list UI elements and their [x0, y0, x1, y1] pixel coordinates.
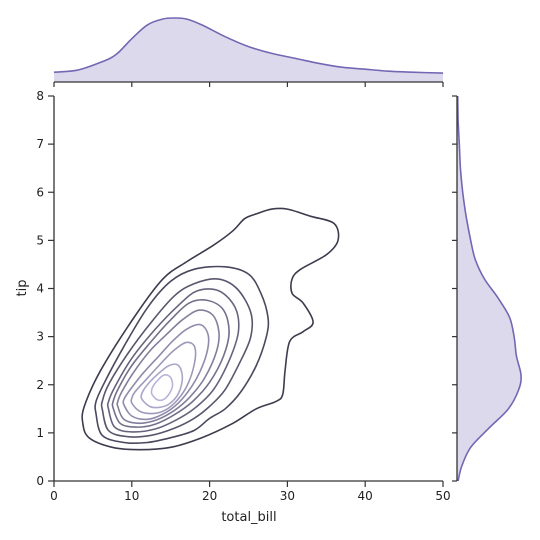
- y-tick-label-7: 7: [36, 137, 44, 151]
- marginal-y-fill: [457, 96, 522, 481]
- x-axis-label: total_bill: [221, 510, 276, 525]
- contour-level-8: [130, 341, 197, 415]
- contour-level-2: [94, 265, 270, 445]
- axes: 0 10 20 30 40 50 0 1 2 3 4 5 6 7 8: [36, 89, 450, 503]
- contour-level-7: [122, 323, 210, 421]
- contour-level-10: [150, 374, 174, 402]
- y-tick-label-0: 0: [36, 474, 44, 488]
- contour-level-1: [81, 207, 340, 451]
- x-tick-label-50: 50: [435, 489, 450, 503]
- x-tick-label-10: 10: [124, 489, 139, 503]
- marginal-x-line: [53, 17, 444, 74]
- marginal-x-fill: [54, 17, 443, 82]
- contour-level-5: [111, 299, 230, 428]
- marginal-y-line: [456, 95, 522, 482]
- contour-level-9: [140, 363, 184, 409]
- x-tick-label-30: 30: [280, 489, 295, 503]
- y-axis-label: tip: [15, 280, 30, 297]
- contour-level-4: [106, 288, 240, 433]
- marginal-x-density: [53, 17, 444, 87]
- marginal-y-density: [452, 95, 522, 482]
- y-tick-label-6: 6: [36, 185, 44, 199]
- y-tick-label-5: 5: [36, 233, 44, 247]
- x-tick-label-20: 20: [202, 489, 217, 503]
- y-tick-label-3: 3: [36, 330, 44, 344]
- y-tick-label-4: 4: [36, 282, 44, 296]
- y-tick-label-1: 1: [36, 426, 44, 440]
- x-tick-label-40: 40: [358, 489, 373, 503]
- kde-contours: [81, 207, 340, 451]
- contour-level-3: [100, 277, 254, 438]
- contour-level-6: [116, 309, 220, 425]
- y-tick-label-2: 2: [36, 378, 44, 392]
- x-tick-label-0: 0: [50, 489, 58, 503]
- y-tick-label-8: 8: [36, 89, 44, 103]
